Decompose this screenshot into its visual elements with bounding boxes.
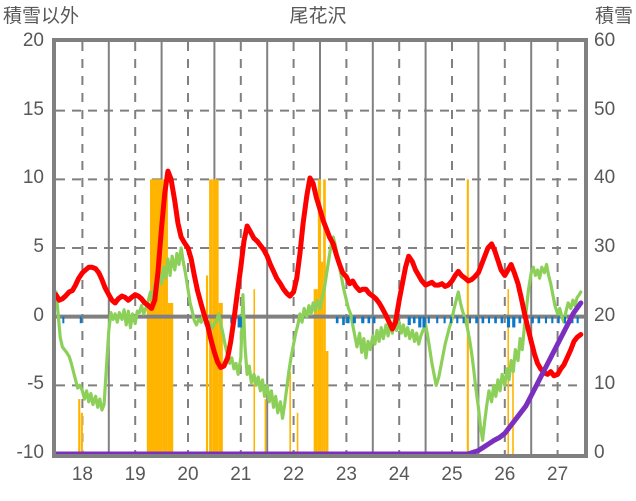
snowfall-bar-0 (62, 316, 65, 324)
snowfall-bar-4 (335, 316, 339, 324)
x-tick-23: 23 (335, 464, 357, 485)
snowfall-bar-1 (79, 316, 82, 324)
snowfall-bar-22 (475, 316, 478, 324)
right-tick-0: 0 (594, 442, 605, 463)
snowfall-bar-3 (237, 316, 242, 328)
plot-area (52, 38, 588, 458)
x-tick-20: 20 (177, 464, 199, 485)
left-tick-15: 15 (22, 98, 44, 120)
snowfall-bar-36 (563, 316, 567, 324)
left-tick-0: 0 (33, 304, 44, 326)
snowfall-bar-7 (352, 316, 356, 324)
right-tick-10: 10 (594, 373, 616, 395)
snowfall-bar-14 (422, 316, 426, 328)
snowfall-bar-28 (512, 316, 516, 328)
x-tick-24: 24 (388, 464, 410, 485)
snowfall-bar-31 (531, 316, 534, 324)
snowfall-bar-15 (427, 316, 430, 324)
x-tick-27: 27 (547, 464, 569, 485)
snowfall-bar-8 (361, 316, 365, 324)
sunshine-bar-18 (325, 351, 329, 454)
sunshine-bar-11 (264, 399, 267, 454)
snowfall-bar-10 (372, 316, 376, 324)
snowfall-bar-24 (487, 316, 491, 324)
snowfall-bar-19 (456, 316, 459, 324)
snowfall-bar-34 (551, 316, 554, 324)
sunshine-bar-2 (146, 302, 150, 454)
sunshine-bar-9 (218, 302, 223, 454)
x-tick-25: 25 (441, 464, 463, 485)
series-temperature-line (56, 168, 584, 379)
sunshine-bar-1 (80, 412, 83, 454)
snowfall-bar-38 (576, 316, 579, 324)
left-tick-5: 5 (33, 236, 44, 257)
snowfall-bar-21 (468, 316, 472, 324)
sunshine-bar-13 (296, 412, 299, 454)
series-green-line (56, 235, 583, 442)
snowfall-bar-29 (518, 316, 522, 324)
sunshine-bar-0 (78, 399, 81, 454)
right-axis-title: 積雪 (594, 6, 633, 27)
right-tick-20: 20 (594, 304, 616, 326)
sunshine-bar-6 (205, 275, 209, 454)
left-tick--5: -5 (27, 373, 44, 395)
snowfall-bar-32 (537, 316, 541, 324)
plot-canvas (56, 42, 584, 454)
snowfall-bar-26 (500, 316, 504, 324)
snowfall-bar-17 (443, 316, 446, 324)
snowfall-bar-16 (436, 316, 439, 324)
right-tick-60: 60 (594, 30, 616, 51)
snowfall-bar-18 (449, 316, 452, 324)
left-tick--10: -10 (16, 442, 44, 463)
snowfall-bar-5 (342, 316, 345, 326)
chart-svg (56, 42, 584, 454)
snowfall-bar-33 (544, 316, 548, 324)
sunshine-bar-10 (253, 289, 256, 454)
sunshine-bar-14 (313, 289, 318, 454)
left-tick-20: 20 (22, 30, 44, 51)
right-tick-40: 40 (594, 167, 616, 189)
snowfall-bar-23 (481, 316, 485, 324)
snowfall-bar-2 (230, 316, 233, 324)
right-tick-50: 50 (594, 98, 616, 120)
snowfall-bar-6 (346, 316, 350, 324)
x-tick-26: 26 (494, 464, 516, 485)
sunshine-bar-12 (289, 371, 291, 454)
snowfall-bar-35 (557, 316, 560, 324)
x-tick-21: 21 (230, 464, 252, 485)
snowfall-bar-27 (506, 316, 511, 328)
sunshine-bar-5 (167, 302, 174, 454)
left-axis-title: 積雪以外 (3, 6, 80, 27)
series-snowdepth-line (56, 300, 584, 454)
snowfall-bar-25 (494, 316, 497, 324)
sunshine-bar-21 (512, 371, 514, 454)
right-tick-30: 30 (594, 236, 616, 257)
snowfall-bar-12 (412, 316, 416, 324)
left-tick-10: 10 (22, 167, 44, 189)
x-tick-22: 22 (283, 464, 305, 485)
x-tick-19: 19 (124, 464, 146, 485)
snowfall-bar-11 (407, 316, 411, 326)
chart-title: 尾花沢 (289, 6, 347, 27)
snowfall-bar-20 (462, 316, 465, 324)
sunshine-bar-16 (321, 261, 324, 454)
snowfall-bar-13 (418, 316, 422, 328)
snowfall-bar-9 (367, 316, 371, 324)
x-tick-18: 18 (71, 464, 93, 485)
